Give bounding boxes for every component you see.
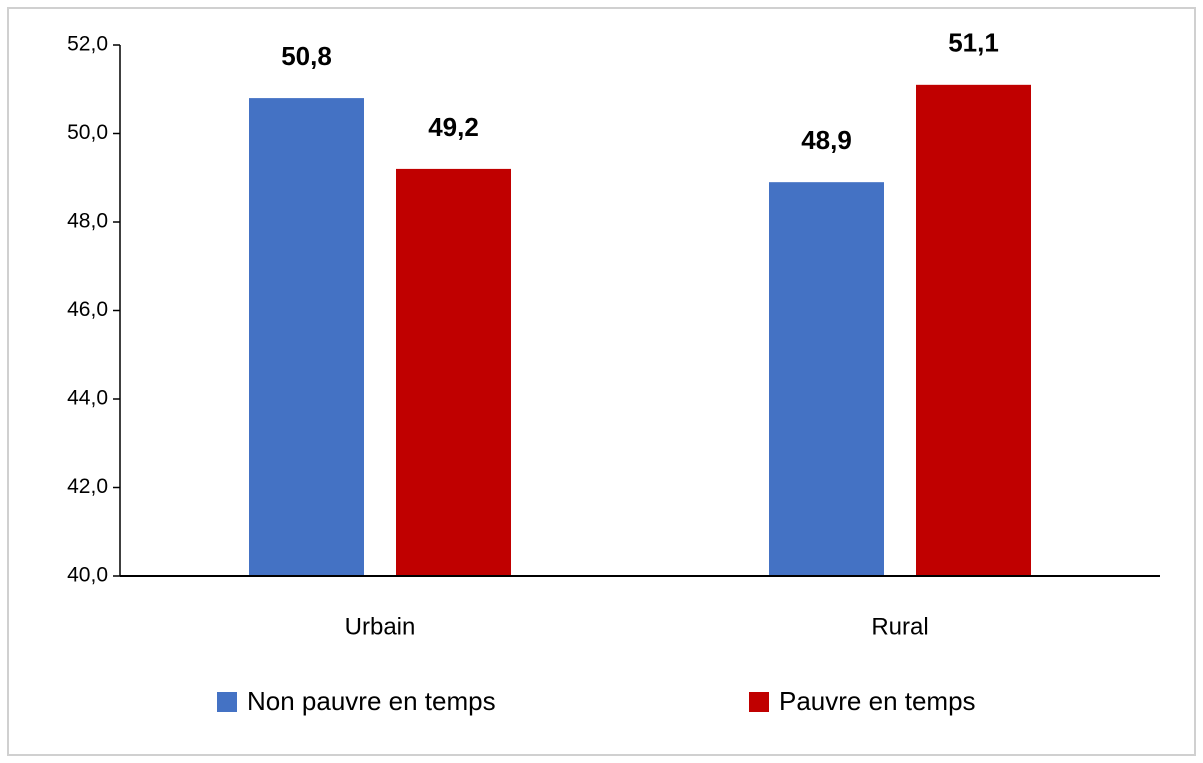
bar (249, 98, 364, 576)
legend-label: Non pauvre en temps (247, 686, 496, 716)
y-tick-label: 48,0 (67, 210, 108, 233)
data-label: 48,9 (801, 125, 852, 155)
data-label: 51,1 (948, 28, 999, 58)
bar (396, 168, 511, 576)
data-label: 49,2 (428, 112, 479, 142)
x-tick-label: Rural (871, 613, 928, 640)
y-tick-label: 42,0 (67, 475, 108, 498)
bar (769, 182, 884, 577)
y-tick-label: 40,0 (67, 564, 108, 587)
y-tick-label: 50,0 (67, 121, 108, 144)
bar (916, 84, 1031, 576)
legend-swatch (749, 692, 769, 712)
y-tick-label: 46,0 (67, 298, 108, 321)
legend-swatch (217, 692, 237, 712)
data-label: 50,8 (281, 41, 332, 71)
y-tick-label: 52,0 (67, 33, 108, 56)
x-tick-label: Urbain (345, 613, 416, 640)
y-tick-label: 44,0 (67, 387, 108, 410)
legend-label: Pauvre en temps (779, 686, 976, 716)
